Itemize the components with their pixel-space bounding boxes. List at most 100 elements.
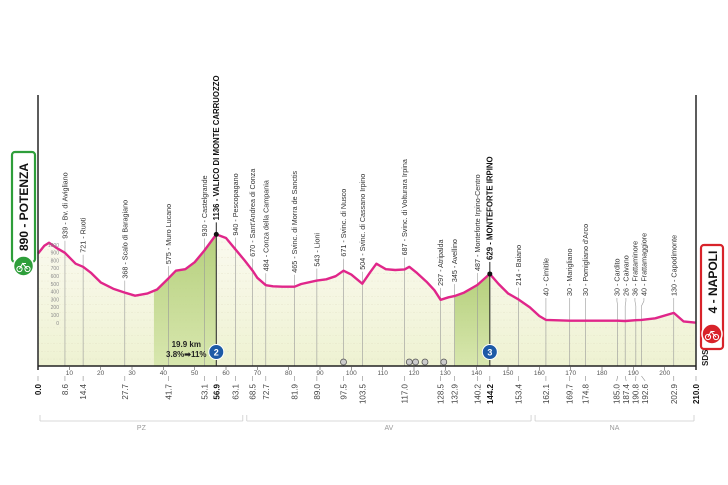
waypoint-label: 214 - Baiano [514, 245, 523, 286]
distance-tick [616, 375, 618, 382]
climb-gradient: 3.8%➡11% [166, 350, 207, 359]
distance-tick [624, 375, 627, 382]
summit-dot [487, 271, 493, 277]
x-tick-label: 70 [254, 370, 262, 377]
distance-label: 89.0 [313, 383, 322, 399]
intermediate-marker-icon [421, 358, 429, 366]
region-label: NA [610, 425, 620, 432]
waypoint-label: 543 - Lioni [312, 233, 321, 267]
x-tick-label: 190 [628, 370, 639, 377]
climb-area [454, 273, 490, 366]
x-tick-label: 200 [659, 370, 670, 377]
distance-label: 97.5 [340, 383, 349, 399]
waypoint-label: 721 - Ruoti [79, 217, 88, 253]
waypoint-label: 487 - Monteforte Irpino-Centro [473, 174, 482, 271]
waypoint-label: 940 - Pescopagano [231, 173, 240, 235]
x-tick-label: 90 [316, 370, 324, 377]
waypoint-label: 687 - Svinc. di Volturara Irpina [400, 159, 409, 255]
climb-category-badge [208, 344, 225, 360]
elevation-tick: 200 [51, 305, 60, 311]
waypoint-label: 670 - Sant'Andrea di Conza [248, 169, 257, 257]
waypoint-line [634, 298, 637, 366]
waypoint-label: 297 - Atripalda [436, 239, 445, 285]
waypoint-label: 671 - Svinc. di Nusco [339, 189, 348, 257]
waypoint-label: 930 - Castelgrande [200, 175, 209, 236]
distance-label: 14.4 [79, 383, 88, 399]
climb-category-number: 3 [487, 348, 492, 358]
x-tick-label: 180 [597, 370, 608, 377]
x-tick-label: 40 [160, 370, 168, 377]
waypoint-label: 40 - Frattamaggiore [639, 233, 648, 296]
summit-dot [213, 231, 219, 237]
waypoint-label: 368 - Scalo di Baragiano [120, 200, 129, 279]
profile-line [37, 233, 697, 324]
waypoint-label: 36 - Frattaminore [630, 241, 639, 296]
climb-length: 19.9 km [172, 340, 201, 349]
distance-label: 210.0 [692, 383, 701, 404]
climb-area [153, 234, 217, 366]
distance-label: 56.9 [212, 383, 221, 399]
x-tick-label: 170 [565, 370, 576, 377]
distance-label: 27.7 [121, 383, 130, 399]
elevation-tick: 900 [51, 251, 60, 257]
waypoint-label: 130 - Capodimonte [669, 235, 678, 296]
region-label: AV [385, 425, 394, 432]
waypoint-label: 345 - Avellino [450, 239, 459, 282]
waypoint-label: 30 - Cardito [612, 258, 621, 296]
waypoint-label: 939 - Bv. di Avigliano [60, 172, 69, 238]
waypoint-label: 504 - Svinc. di Cassano Irpino [358, 174, 367, 270]
distance-label: 132.9 [450, 383, 459, 404]
distance-label: 0.0 [34, 383, 43, 395]
distance-label: 68.5 [249, 383, 258, 399]
waypoint-label: 465 - Svinc. di Morra de Sanctis [290, 170, 299, 272]
elevation-tick: 100 [51, 313, 60, 319]
waypoint-label: 30 - Pomigliano d'Arco [581, 224, 590, 296]
intermediate-marker-icon [412, 358, 419, 366]
distance-label: 153.4 [515, 383, 524, 404]
distance-label: 174.8 [582, 383, 591, 404]
waypoint-label: 30 - Marigliano [565, 248, 574, 296]
x-tick-label: 60 [222, 370, 230, 377]
distance-label: 103.5 [358, 383, 367, 404]
distance-label: 53.1 [200, 383, 209, 399]
intermediate-marker-icon [340, 358, 347, 366]
distance-label: 192.6 [641, 383, 650, 404]
region-label: PZ [137, 425, 147, 432]
waypoint-label: 629 - MONTEFORTE IRPINO [485, 156, 494, 260]
distance-label: 144.2 [486, 383, 495, 404]
distance-label: 202.9 [670, 383, 679, 404]
elevation-tick: 300 [51, 297, 60, 303]
waypoint-label: 40 - Cimitile [541, 258, 550, 296]
waypoint-line [616, 298, 618, 366]
waypoint-label: 484 - Conza della Campania [261, 180, 270, 271]
distance-label: 117.0 [401, 383, 410, 403]
intermediate-marker-icon [440, 358, 448, 366]
elevation-tick: 800 [51, 258, 60, 264]
x-tick-label: 20 [97, 370, 105, 377]
distance-label: 72.7 [262, 383, 271, 399]
x-tick-label: 120 [409, 370, 420, 377]
x-tick-label: 80 [285, 370, 293, 377]
distance-label: 128.5 [437, 383, 446, 404]
distance-label: 162.1 [542, 383, 551, 404]
x-tick-label: 150 [503, 370, 514, 377]
waypoint-line [641, 298, 645, 366]
elevation-tick: 400 [51, 290, 60, 296]
distance-label: 81.9 [291, 383, 300, 399]
elevation-grid [38, 234, 696, 366]
distance-label: 187.4 [622, 383, 631, 404]
elevation-tick: 0 [56, 321, 59, 327]
waypoint-label: 26 - Caivano [621, 255, 630, 296]
waypoint-label: 575 - Muro Lucano [164, 204, 173, 264]
x-tick-label: 160 [534, 370, 545, 377]
elevation-tick: 600 [51, 274, 60, 280]
x-tick-label: 110 [377, 370, 388, 377]
waypoint-label: 1136 - VALICO DI MONTE CARRUOZZO [212, 75, 221, 220]
x-tick-label: 100 [346, 370, 357, 377]
elevation-tick: 500 [51, 282, 60, 288]
distance-label: 190.8 [632, 383, 641, 404]
intermediate-marker-icon [405, 358, 413, 366]
distance-label: 8.6 [61, 383, 70, 395]
x-tick-label: 140 [471, 370, 482, 377]
